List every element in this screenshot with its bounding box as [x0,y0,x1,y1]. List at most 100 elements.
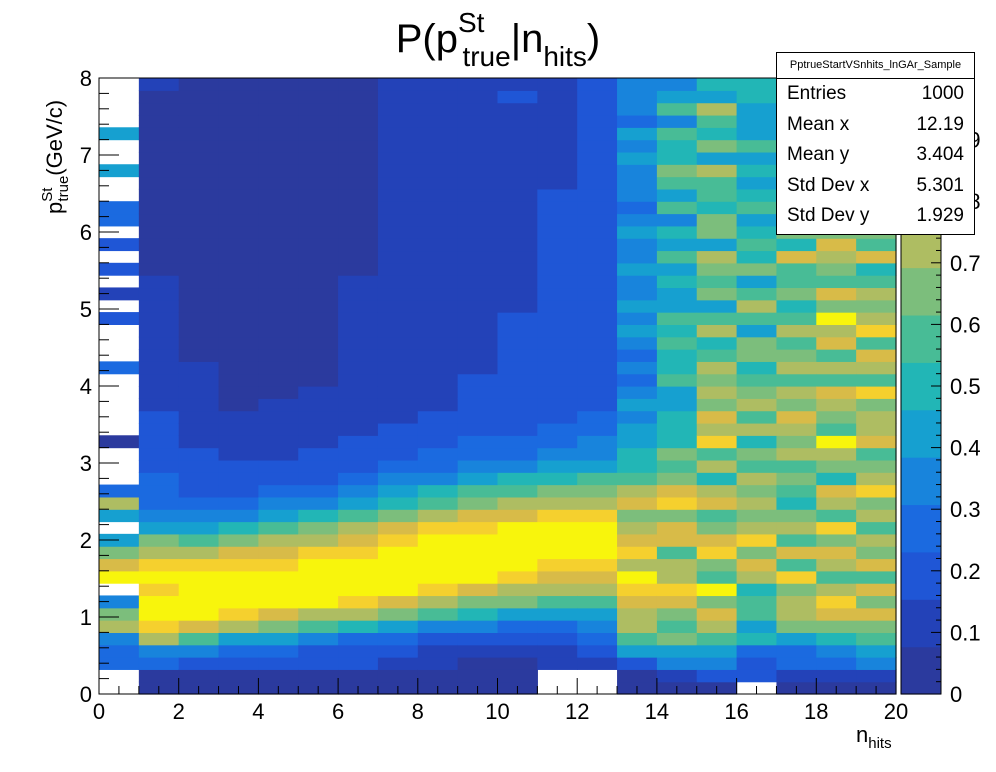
palette-tick-label: 0.1 [950,620,981,645]
heatmap-cell [617,287,658,301]
heatmap-cell [99,484,140,498]
heatmap-cell [577,238,618,252]
heatmap-cell [696,373,738,387]
heatmap-cell [736,398,778,412]
heatmap-cell [298,657,339,670]
heatmap-cell [377,533,419,547]
heatmap-cell [178,558,220,572]
heatmap-cell [218,250,259,264]
heatmap-cell [338,373,379,387]
heatmap-cell [537,583,578,597]
heatmap-cell [138,669,180,683]
heatmap-cell [377,484,419,498]
heatmap-cell [656,410,698,424]
heatmap-cell [656,336,698,350]
heatmap-cell [696,102,738,116]
heatmap-cell [537,287,578,301]
heatmap-cell [258,509,299,523]
heatmap-cell [656,238,698,252]
heatmap-cell [178,312,220,325]
heatmap-cell [138,114,180,128]
heatmap-cell [577,533,618,547]
y-tick-label: 8 [80,66,92,91]
heatmap-cell [776,287,817,301]
heatmap-cell [656,447,698,461]
heatmap-cell [338,349,379,362]
heatmap-cell [178,176,220,190]
heatmap-cell [258,447,299,461]
heatmap-cell [617,201,658,215]
heatmap-cell [656,299,698,313]
heatmap-cell [816,250,857,264]
heatmap-cell [99,496,140,510]
heatmap-cell [457,188,499,202]
heatmap-cell [497,644,538,658]
heatmap-cell [298,324,339,338]
heatmap-cell [298,521,339,535]
heatmap-cell [577,632,618,646]
heatmap-cell [577,422,618,436]
heatmap-cell [816,570,857,584]
heatmap-cell [258,657,299,670]
heatmap-cell [298,373,339,387]
heatmap-cell [377,102,419,116]
heatmap-cell [258,546,299,560]
heatmap-cell [258,632,299,646]
heatmap-cell [816,632,857,646]
heatmap-cell [656,164,698,178]
heatmap-cell [457,410,499,424]
heatmap-cell [856,299,897,313]
heatmap-cell [656,521,698,535]
heatmap-cell [736,139,778,153]
heatmap-cell [736,546,778,560]
heatmap-cell [138,90,180,104]
heatmap-cell [497,496,538,510]
heatmap-cell [856,250,897,264]
heatmap-cell [856,398,897,412]
heatmap-cell [537,114,578,128]
heatmap-cell [138,620,180,633]
heatmap-cell [617,386,658,399]
heatmap-cell [178,521,220,535]
heatmap-cell [497,250,538,264]
heatmap-cell [258,324,299,338]
heatmap-cell [816,435,857,449]
heatmap-cell [776,238,817,252]
heatmap-cell [138,349,180,362]
heatmap-cell [178,447,220,461]
heatmap-cell [776,546,817,560]
heatmap-cell [338,546,379,560]
heatmap-cell [816,644,857,658]
heatmap-cell [99,558,140,572]
heatmap-cell [696,114,738,128]
heatmap-cell [99,644,140,658]
heatmap-cell [816,238,857,252]
heatmap-cell [736,176,778,190]
heatmap-cell [656,644,698,658]
heatmap-cell [417,521,459,535]
heatmap-cell [617,509,658,523]
x-tick-label: 4 [252,699,264,724]
heatmap-cell [537,275,578,289]
heatmap-cell [178,669,220,683]
heatmap-cell [617,188,658,202]
heatmap-cell [776,299,817,313]
heatmap-cell [497,422,538,436]
heatmap-cell [457,312,499,325]
heatmap-cell [258,201,299,215]
heatmap-cell [417,213,459,227]
heatmap-cell [656,275,698,289]
heatmap-cell [736,533,778,547]
heatmap-cell [856,238,897,252]
heatmap-cell [417,176,459,190]
heatmap-cell [178,459,220,473]
palette-swatch [901,409,941,458]
heatmap-cell [417,225,459,239]
heatmap-cell [656,496,698,510]
heatmap-cell [218,225,259,239]
palette-tick-label: 0.6 [950,312,981,337]
heatmap-cell [338,114,379,128]
heatmap-cell [298,275,339,289]
heatmap-cell [218,558,259,572]
stats-label: Entries [787,83,847,105]
